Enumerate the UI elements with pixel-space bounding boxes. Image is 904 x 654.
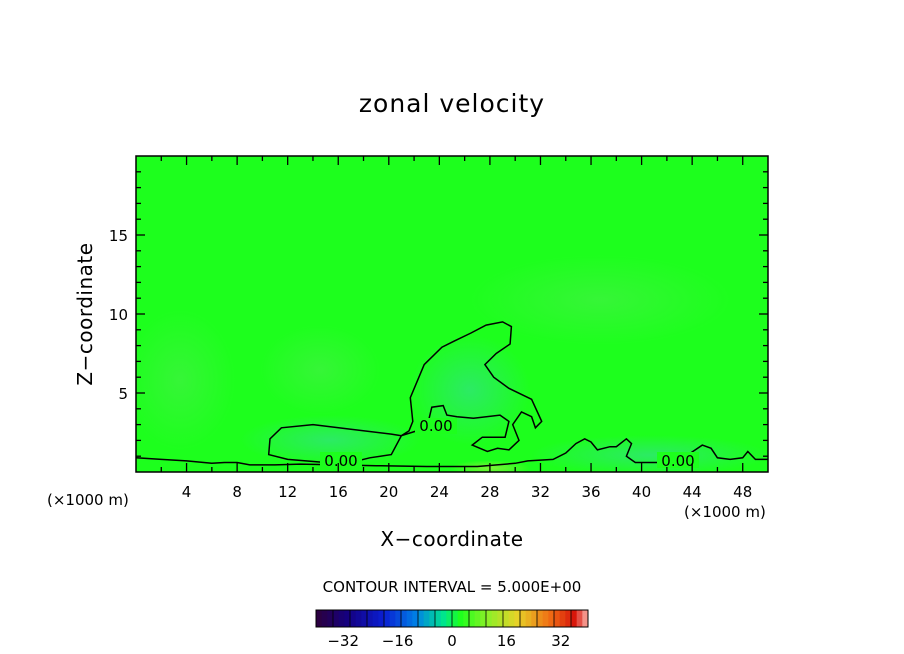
colorbar-swatch	[429, 610, 436, 627]
x-tick-label: 44	[683, 483, 702, 501]
colorbar-swatch	[361, 610, 368, 627]
colorbar: −32 −16 0 16 32	[316, 610, 589, 650]
zero-contour-line	[136, 437, 768, 468]
x-axis-label: X−coordinate	[380, 527, 523, 551]
x-tick-label: 32	[531, 483, 550, 501]
x-tick-label: 20	[379, 483, 398, 501]
colorbar-swatch	[378, 610, 385, 627]
colorbar-swatch	[491, 610, 498, 627]
y-axis-label: Z−coordinate	[73, 242, 97, 385]
colorbar-swatch	[537, 610, 544, 627]
contour-label: 0.00	[661, 452, 694, 470]
x-unit-left: (×1000 m)	[47, 491, 129, 509]
colorbar-swatch	[372, 610, 379, 627]
contour-label-bg	[657, 452, 699, 468]
contour-label-bg	[415, 418, 457, 434]
x-tick-label: 16	[329, 483, 348, 501]
colorbar-swatch	[338, 610, 345, 627]
colorbar-swatch	[321, 610, 328, 627]
colorbar-swatch	[401, 610, 408, 627]
colorbar-swatch	[389, 610, 396, 627]
contour-interval-text: CONTOUR INTERVAL = 5.000E+00	[323, 578, 582, 596]
contour-label-bg	[320, 452, 362, 468]
x-unit-right: (×1000 m)	[684, 503, 766, 521]
x-tick-label: 4	[182, 483, 192, 501]
colorbar-swatch	[508, 610, 515, 627]
colorbar-swatch	[412, 610, 419, 627]
colorbar-swatch	[571, 610, 578, 627]
colorbar-tick-label: −16	[382, 632, 414, 650]
colorbar-swatch	[559, 610, 566, 627]
colorbar-swatch	[452, 610, 459, 627]
colorbar-swatch	[316, 610, 323, 627]
x-tick-label: 28	[480, 483, 499, 501]
colorbar-swatch	[435, 610, 442, 627]
field-shade	[136, 310, 235, 450]
colorbar-swatch	[497, 610, 504, 627]
y-tick-label: 15	[109, 227, 128, 245]
colorbar-swatch	[503, 610, 510, 627]
colorbar-swatch	[520, 610, 527, 627]
x-tick-label: 48	[733, 483, 752, 501]
colorbar-swatch	[423, 610, 430, 627]
colorbar-swatch	[384, 610, 391, 627]
colorbar-swatch	[548, 610, 555, 627]
colorbar-tick-label: 0	[447, 632, 457, 650]
colorbar-swatch	[469, 610, 476, 627]
x-tick-label: 40	[632, 483, 651, 501]
chart-title: zonal velocity	[359, 89, 545, 118]
x-tick-label: 12	[278, 483, 297, 501]
colorbar-swatch	[565, 610, 572, 627]
colorbar-swatch	[440, 610, 447, 627]
colorbar-tick-label: −32	[327, 632, 359, 650]
contour-label: 0.00	[324, 452, 357, 470]
contour-label: 0.00	[419, 417, 452, 435]
colorbar-swatch	[355, 610, 362, 627]
colorbar-swatch	[350, 610, 357, 627]
colorbar-swatch	[446, 610, 453, 627]
colorbar-swatch	[418, 610, 425, 627]
colorbar-swatch	[514, 610, 521, 627]
colorbar-swatch	[554, 610, 561, 627]
field-shade	[530, 435, 768, 472]
colorbar-swatch	[582, 610, 589, 627]
x-tick-label: 36	[581, 483, 600, 501]
y-tick-label: 10	[109, 306, 128, 324]
field-shade	[260, 325, 380, 415]
colorbar-swatch	[542, 610, 549, 627]
colorbar-swatch	[333, 610, 340, 627]
x-tick-label: 8	[232, 483, 242, 501]
colorbar-swatch	[395, 610, 402, 627]
colorbar-swatch	[525, 610, 532, 627]
colorbar-swatch	[344, 610, 351, 627]
x-tick-label: 24	[430, 483, 449, 501]
colorbar-swatch	[486, 610, 493, 627]
field-shade	[470, 255, 730, 345]
colorbar-tick-label: 32	[551, 632, 570, 650]
colorbar-swatch	[367, 610, 374, 627]
colorbar-swatch	[576, 610, 583, 627]
colorbar-tick-label: 16	[497, 632, 516, 650]
plot-area: 0.00 0.00 0.00	[136, 156, 768, 472]
colorbar-swatch	[327, 610, 334, 627]
colorbar-swatch	[474, 610, 481, 627]
colorbar-swatch	[480, 610, 487, 627]
colorbar-swatch	[531, 610, 538, 627]
colorbar-swatch	[463, 610, 470, 627]
field-shade	[410, 335, 530, 445]
colorbar-swatch	[457, 610, 464, 627]
colorbar-swatch	[406, 610, 413, 627]
y-tick-label: 5	[118, 385, 128, 403]
colorbar-frame	[315, 609, 589, 628]
